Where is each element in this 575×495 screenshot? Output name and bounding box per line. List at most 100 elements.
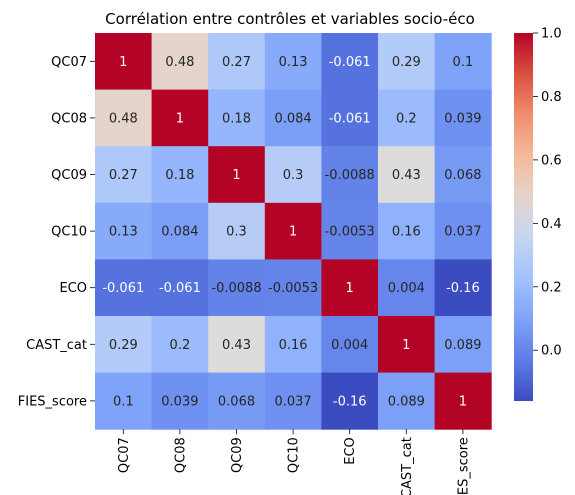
cell-value-label: 0.068 (218, 394, 255, 409)
colorbar-tick-label: 1.0 (541, 27, 562, 42)
heatmap-cell (378, 33, 436, 91)
heatmap-cell (264, 89, 322, 147)
heatmap-cell (434, 202, 492, 260)
cell-value-label: 0.29 (392, 55, 421, 70)
y-tick-label: CAST_cat (26, 338, 87, 353)
heatmap-cell (95, 259, 153, 317)
heatmap-cell (434, 33, 492, 91)
cell-value-label: 0.16 (279, 338, 308, 353)
heatmap-cell (321, 372, 379, 430)
heatmap-cell (378, 372, 436, 430)
heatmap-cell (264, 146, 322, 204)
heatmap-cell (434, 146, 492, 204)
cell-value-label: -0.16 (333, 394, 367, 409)
y-tick-label: FIES_score (18, 394, 87, 409)
heatmap-cell (264, 259, 322, 317)
x-axis: QC07 QC08 QC09 QC10 ECO CAST_cat FIES_score (117, 429, 471, 495)
cell-value-label: 0.1 (453, 55, 474, 70)
heatmap-cell (434, 372, 492, 430)
y-tick-label: ECO (59, 281, 87, 296)
cell-value-label: 0.089 (388, 394, 425, 409)
heatmap-cell (151, 259, 209, 317)
heatmap-cell (208, 33, 266, 91)
cell-value-label: 0.13 (279, 55, 308, 70)
heatmap-cell (208, 372, 266, 430)
cell-value-label: 0.18 (165, 168, 194, 183)
heatmap-cell (264, 33, 322, 91)
heatmap-cell (321, 202, 379, 260)
cell-value-label: 0.43 (392, 168, 421, 183)
colorbar-axis: 0.0 0.2 0.4 0.6 0.8 1.0 (533, 27, 562, 359)
colorbar-tick-label: 0.8 (541, 90, 562, 105)
cell-value-label: 0.1 (113, 394, 134, 409)
cell-value-label: -0.0088 (325, 168, 375, 183)
heatmap-cell (321, 33, 379, 91)
cell-value-label: 1 (459, 394, 467, 409)
heatmap-cell (378, 316, 436, 374)
colorbar-tick-label: 0.0 (541, 344, 562, 359)
cell-value-label: 1 (346, 281, 354, 296)
cell-value-label: 0.084 (161, 225, 198, 240)
heatmap-cell (264, 316, 322, 374)
x-tick-label: CAST_cat (400, 437, 415, 495)
colorbar (514, 33, 533, 401)
x-tick-label: QC07 (117, 437, 132, 473)
heatmap-cell (95, 316, 153, 374)
heatmap-cell (151, 33, 209, 91)
heatmap-cell (378, 259, 436, 317)
heatmap-cells (95, 33, 492, 430)
heatmap-cell (95, 33, 153, 91)
cell-value-label: 0.037 (444, 225, 481, 240)
heatmap-cell (378, 202, 436, 260)
colorbar-tick-label: 0.2 (541, 280, 562, 295)
cell-value-label: 0.039 (444, 111, 481, 126)
heatmap-cell (208, 89, 266, 147)
cell-value-label: 0.2 (170, 338, 191, 353)
heatmap-cell (95, 89, 153, 147)
y-tick-label: QC09 (51, 168, 87, 183)
heatmap-cell-labels: 1 0.48 0.27 0.13 -0.061 0.29 0.1 0.48 1 0.18 0.084… (102, 55, 481, 410)
cell-value-label: 0.48 (109, 111, 138, 126)
heatmap-cell (151, 202, 209, 260)
heatmap-cell (378, 89, 436, 147)
cell-value-label: 0.068 (444, 168, 481, 183)
x-tick-label: FIES_score (456, 437, 471, 495)
cell-value-label: 1 (119, 55, 127, 70)
cell-value-label: 0.27 (109, 168, 138, 183)
y-tick-label: QC10 (51, 225, 87, 240)
cell-value-label: 0.18 (222, 111, 251, 126)
cell-value-label: 0.27 (222, 55, 251, 70)
chart-title: Corrélation entre contrôles et variables… (105, 10, 475, 28)
cell-value-label: 1 (402, 338, 410, 353)
cell-value-label: 0.039 (161, 394, 198, 409)
heatmap-cell (151, 372, 209, 430)
cell-value-label: 0.13 (109, 225, 138, 240)
x-tick-label: QC08 (173, 437, 188, 473)
heatmap-cell (321, 89, 379, 147)
cell-value-label: 0.3 (226, 225, 247, 240)
heatmap-cell (95, 146, 153, 204)
cell-value-label: -0.0053 (325, 225, 375, 240)
heatmap-cell (378, 146, 436, 204)
y-tick-label: QC07 (51, 55, 87, 70)
colorbar-tick-label: 0.6 (541, 153, 562, 168)
cell-value-label: 0.089 (444, 338, 481, 353)
cell-value-label: 0.004 (331, 338, 368, 353)
cell-value-label: 0.3 (283, 168, 304, 183)
x-tick-label: QC09 (230, 437, 245, 473)
heatmap-cell (321, 259, 379, 317)
cell-value-label: 0.2 (396, 111, 417, 126)
cell-value-label: -0.061 (329, 55, 371, 70)
heatmap-cell (208, 316, 266, 374)
heatmap-cell (151, 89, 209, 147)
cell-value-label: -0.16 (446, 281, 480, 296)
heatmap-cell (434, 316, 492, 374)
cell-value-label: 0.48 (165, 55, 194, 70)
cell-value-label: 0.084 (274, 111, 311, 126)
cell-value-label: -0.0088 (211, 281, 261, 296)
cell-value-label: -0.0053 (268, 281, 318, 296)
heatmap-cell (321, 316, 379, 374)
heatmap-cell (151, 146, 209, 204)
x-tick-label: ECO (343, 437, 358, 465)
heatmap-cell (264, 372, 322, 430)
